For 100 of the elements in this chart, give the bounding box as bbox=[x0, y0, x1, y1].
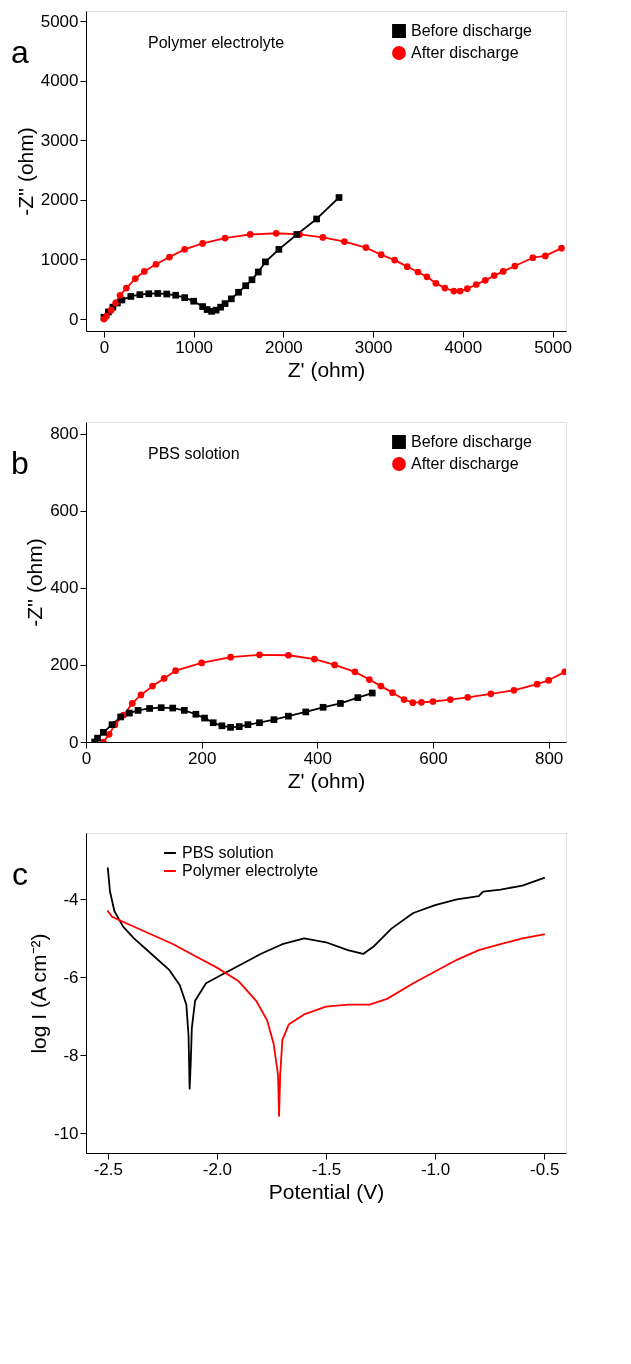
point bbox=[244, 721, 252, 728]
point bbox=[423, 273, 431, 281]
x-tick-label: 0 bbox=[99, 337, 110, 357]
x-tick-label: 2000 bbox=[264, 337, 303, 357]
y-tick-label: 0 bbox=[69, 732, 79, 752]
point bbox=[227, 653, 234, 661]
point bbox=[127, 293, 135, 300]
point bbox=[302, 708, 310, 716]
point bbox=[235, 723, 243, 730]
x-tick-label: 400 bbox=[303, 748, 333, 768]
point bbox=[145, 290, 153, 298]
point bbox=[275, 246, 283, 253]
point bbox=[221, 300, 229, 307]
point bbox=[377, 251, 385, 259]
point bbox=[400, 696, 408, 703]
point bbox=[463, 285, 471, 293]
point bbox=[198, 659, 206, 667]
y-tick-label: 800 bbox=[50, 424, 79, 444]
point bbox=[218, 722, 226, 730]
point bbox=[160, 675, 168, 682]
point bbox=[172, 667, 179, 675]
point bbox=[181, 294, 189, 301]
point bbox=[285, 712, 292, 720]
point bbox=[227, 295, 235, 303]
point bbox=[242, 282, 250, 290]
y-tick-label: 4000 bbox=[40, 71, 79, 91]
point bbox=[254, 268, 262, 276]
y-tick-label: 0 bbox=[69, 309, 79, 329]
text: a bbox=[11, 34, 30, 70]
point bbox=[246, 231, 254, 238]
point bbox=[409, 699, 417, 707]
point bbox=[311, 655, 318, 663]
point bbox=[169, 704, 177, 712]
y-tick-label: 5000 bbox=[40, 11, 79, 31]
point bbox=[180, 707, 188, 714]
point bbox=[487, 690, 495, 698]
y-tick-label: -8 bbox=[63, 1045, 79, 1065]
point bbox=[270, 716, 278, 723]
x-tick-label: 200 bbox=[187, 748, 217, 768]
point bbox=[319, 234, 327, 241]
point bbox=[464, 693, 472, 701]
point bbox=[256, 651, 263, 659]
point bbox=[262, 258, 269, 266]
point bbox=[272, 229, 280, 237]
y-tick-label: 400 bbox=[50, 578, 79, 598]
point bbox=[418, 698, 425, 706]
x-axis-title: Z' (ohm) bbox=[287, 768, 366, 792]
point bbox=[116, 291, 124, 299]
point bbox=[235, 288, 242, 296]
legend-label: PBS solution bbox=[182, 844, 274, 861]
line-series bbox=[106, 910, 546, 1117]
y-axis-title: -Z'' (ohm) bbox=[23, 538, 47, 627]
y-axis-title: log I (A cm⁻²) bbox=[26, 933, 50, 1054]
point bbox=[146, 705, 153, 712]
y-tick-label: -4 bbox=[63, 889, 79, 909]
x-tick-label: 1000 bbox=[175, 337, 214, 357]
point bbox=[362, 244, 370, 251]
point bbox=[123, 284, 130, 292]
point bbox=[256, 719, 263, 727]
point bbox=[221, 234, 229, 242]
point bbox=[227, 724, 234, 731]
point bbox=[94, 734, 101, 742]
y-tick-label: -6 bbox=[63, 967, 79, 987]
point bbox=[152, 260, 160, 268]
point bbox=[441, 284, 449, 292]
y-axis-title: -Z'' (ohm) bbox=[13, 127, 37, 216]
point bbox=[542, 252, 549, 260]
point bbox=[154, 290, 162, 297]
point bbox=[335, 194, 343, 201]
legend-label: After discharge bbox=[411, 455, 519, 472]
point bbox=[533, 680, 541, 688]
point bbox=[248, 276, 256, 284]
point bbox=[366, 676, 373, 683]
y-tick-label: 600 bbox=[50, 501, 79, 521]
point bbox=[456, 287, 464, 295]
point bbox=[432, 279, 440, 287]
point bbox=[172, 291, 180, 299]
point bbox=[414, 268, 422, 276]
point bbox=[403, 263, 411, 270]
point bbox=[100, 729, 107, 736]
legend-label: Before discharge bbox=[411, 22, 533, 39]
x-tick-label: 5000 bbox=[534, 337, 572, 357]
x-tick-label: -1.0 bbox=[420, 1159, 451, 1179]
annotation: Polymer electrolyte bbox=[148, 34, 285, 51]
y-tick-label: 2000 bbox=[40, 190, 79, 210]
point bbox=[472, 281, 480, 288]
point bbox=[341, 238, 348, 245]
text: b bbox=[11, 445, 29, 481]
x-axis-title: Z' (ohm) bbox=[287, 357, 366, 381]
x-tick-label: 600 bbox=[419, 748, 448, 768]
y-tick-label: 1000 bbox=[40, 249, 79, 269]
point bbox=[140, 268, 148, 275]
point bbox=[181, 246, 189, 253]
text: c bbox=[12, 856, 28, 892]
point bbox=[313, 215, 320, 223]
point bbox=[351, 668, 359, 676]
point bbox=[331, 661, 339, 669]
x-tick-label: 3000 bbox=[354, 337, 393, 357]
y-tick-label: -10 bbox=[53, 1123, 79, 1143]
point bbox=[490, 272, 498, 279]
